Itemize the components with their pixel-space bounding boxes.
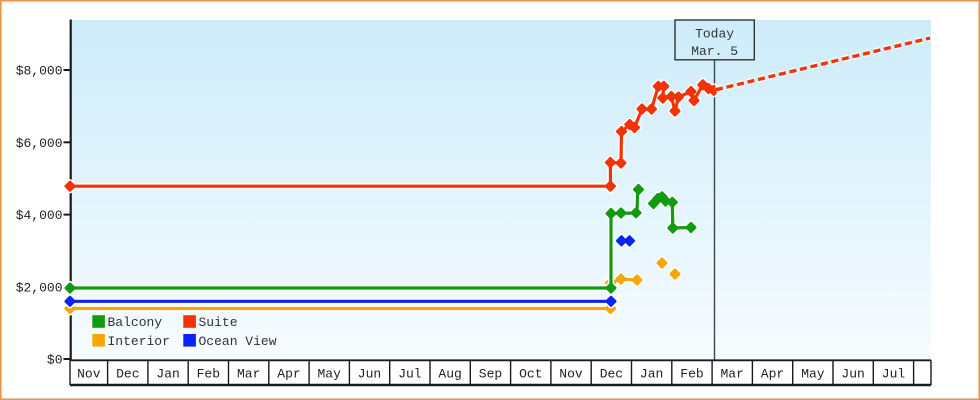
- svg-text:$6,000: $6,000: [16, 136, 63, 151]
- svg-text:Ocean View: Ocean View: [199, 334, 277, 349]
- svg-text:May: May: [317, 367, 341, 382]
- svg-text:Nov: Nov: [559, 367, 583, 382]
- svg-text:Apr: Apr: [761, 367, 784, 382]
- svg-text:Feb: Feb: [680, 367, 703, 382]
- svg-text:Mar. 5: Mar. 5: [691, 44, 738, 59]
- svg-text:Mar: Mar: [720, 367, 743, 382]
- svg-text:Feb: Feb: [197, 367, 220, 382]
- svg-text:$4,000: $4,000: [16, 208, 63, 223]
- svg-text:Jul: Jul: [882, 367, 906, 382]
- svg-text:Today: Today: [695, 27, 734, 42]
- svg-text:Dec: Dec: [116, 367, 139, 382]
- svg-text:Mar: Mar: [237, 367, 260, 382]
- svg-text:$8,000: $8,000: [16, 64, 63, 79]
- svg-text:Jan: Jan: [640, 367, 663, 382]
- svg-text:Interior: Interior: [108, 334, 170, 349]
- svg-text:Nov: Nov: [77, 367, 101, 382]
- svg-text:Apr: Apr: [277, 367, 300, 382]
- svg-text:Jun: Jun: [358, 367, 381, 382]
- svg-text:Balcony: Balcony: [108, 315, 163, 330]
- svg-text:Suite: Suite: [199, 315, 238, 330]
- svg-text:Aug: Aug: [438, 367, 461, 382]
- svg-text:Jun: Jun: [841, 367, 864, 382]
- svg-text:Jan: Jan: [156, 367, 179, 382]
- svg-text:$0: $0: [47, 353, 63, 368]
- svg-text:May: May: [801, 367, 825, 382]
- svg-text:Sep: Sep: [479, 367, 502, 382]
- svg-text:Jul: Jul: [398, 367, 422, 382]
- svg-text:$2,000: $2,000: [16, 280, 63, 295]
- svg-text:Oct: Oct: [519, 367, 542, 382]
- svg-text:Dec: Dec: [600, 367, 623, 382]
